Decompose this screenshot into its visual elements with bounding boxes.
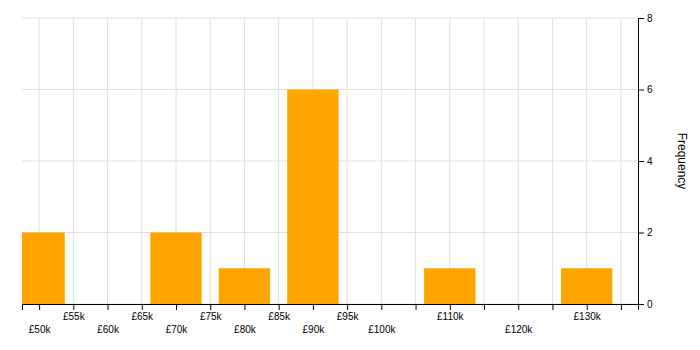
plot: £50k £55k £60k £65k £70k £75k £80k £85k £90k £95k… xyxy=(13,13,689,335)
x-tick: £110k xyxy=(437,304,465,322)
y-tick-mark xyxy=(638,90,644,91)
x-tick-mark xyxy=(73,304,74,310)
x-tick-mark xyxy=(313,304,314,310)
x-axis-line xyxy=(23,305,639,311)
x-tick-mark xyxy=(552,304,553,310)
x-tick: £130k xyxy=(574,304,602,322)
y-tick-label: 0 xyxy=(647,299,653,310)
bar xyxy=(22,233,65,305)
x-tick: £80k xyxy=(234,304,257,335)
x-tick-mark xyxy=(381,304,382,310)
x-tick-mark xyxy=(347,304,348,310)
y-tick: 8 xyxy=(638,13,653,24)
x-tick-label: £100k xyxy=(368,324,396,335)
x-tick-mark xyxy=(142,304,143,310)
y-tick-mark xyxy=(638,233,644,234)
x-tick-mark xyxy=(484,304,485,310)
x-tick: £50k xyxy=(29,304,52,335)
x-tick-label: £80k xyxy=(234,324,257,335)
x-tick-mark xyxy=(416,304,417,310)
x-tick-label: £75k xyxy=(200,311,223,322)
y-tick-mark xyxy=(638,161,644,162)
x-tick-mark xyxy=(244,304,245,310)
x-tick: £75k xyxy=(200,304,223,322)
x-tick-mark xyxy=(587,304,588,310)
chart: £50k £55k £60k £65k £70k £75k £80k £85k £90k £95k… xyxy=(0,0,700,350)
y-tick-mark xyxy=(638,304,644,305)
x-tick-label: £60k xyxy=(97,324,120,335)
x-tick: £100k xyxy=(368,304,396,335)
x-tick-mark xyxy=(176,304,177,310)
x-tick-label: £95k xyxy=(337,311,360,322)
x-tick: £90k xyxy=(303,304,326,335)
y-tick-label: 4 xyxy=(647,156,653,167)
x-axis: £50k £55k £60k £65k £70k £75k £80k £85k £90k £95k… xyxy=(23,304,639,335)
x-tick xyxy=(552,304,553,310)
x-tick-label: £120k xyxy=(505,324,533,335)
bars xyxy=(22,90,612,305)
x-tick: £60k xyxy=(97,304,120,335)
x-tick: £70k xyxy=(166,304,189,335)
x-tick xyxy=(416,304,417,310)
x-tick-mark xyxy=(108,304,109,310)
y-tick: 2 xyxy=(638,227,653,238)
bar xyxy=(150,233,201,305)
x-tick-label: £130k xyxy=(574,311,602,322)
x-tick-mark xyxy=(518,304,519,310)
y-axis-line xyxy=(639,19,645,305)
y-axis: 0 2 4 6 8 xyxy=(638,13,653,310)
y-axis-title: Frequency xyxy=(675,133,689,190)
bar xyxy=(424,268,475,304)
y-tick: 0 xyxy=(638,299,653,310)
x-tick-mark xyxy=(210,304,211,310)
x-tick-label: £50k xyxy=(29,324,52,335)
x-tick: £55k xyxy=(63,304,86,322)
bar xyxy=(561,268,612,304)
x-tick xyxy=(621,304,622,310)
x-tick: £95k xyxy=(337,304,360,322)
x-tick-mark xyxy=(39,304,40,310)
bar xyxy=(219,268,270,304)
y-tick-label: 6 xyxy=(647,84,653,95)
y-tick-label: 8 xyxy=(647,13,653,24)
x-tick: £65k xyxy=(131,304,154,322)
x-tick-mark xyxy=(621,304,622,310)
x-tick-mark xyxy=(450,304,451,310)
x-tick: £85k xyxy=(268,304,291,322)
grid xyxy=(22,18,638,304)
y-tick: 6 xyxy=(638,84,653,95)
y-tick-label: 2 xyxy=(647,227,653,238)
bar xyxy=(287,90,338,305)
x-tick-mark xyxy=(279,304,280,310)
x-tick-label: £90k xyxy=(303,324,326,335)
x-tick-label: £55k xyxy=(63,311,86,322)
x-tick-label: £70k xyxy=(166,324,189,335)
y-tick-mark xyxy=(638,18,644,19)
x-tick-label: £85k xyxy=(268,311,291,322)
grid-line-y xyxy=(22,18,638,19)
x-tick-label: £65k xyxy=(131,311,154,322)
x-tick xyxy=(484,304,485,310)
y-tick: 4 xyxy=(638,156,653,167)
x-tick: £120k xyxy=(505,304,533,335)
x-tick-label: £110k xyxy=(437,311,465,322)
